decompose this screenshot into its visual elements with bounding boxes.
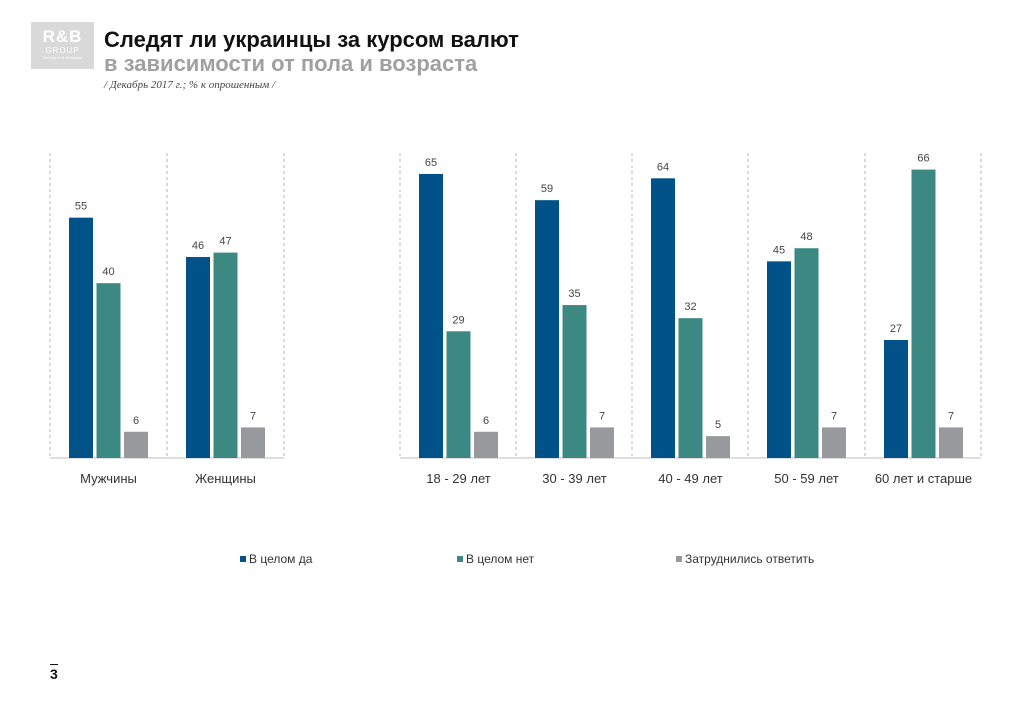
data-label-1-0: 46 xyxy=(192,240,204,252)
data-label-5-2: 7 xyxy=(831,410,837,422)
legend-label-unsure: Затруднились ответить xyxy=(685,552,815,566)
data-label-3-1: 35 xyxy=(568,288,580,300)
data-label-2-2: 6 xyxy=(483,415,489,427)
legend-item-unsure: Затруднились ответить xyxy=(676,552,814,566)
category-label-6: 60 лет и старше xyxy=(875,471,972,486)
data-label-1-1: 47 xyxy=(219,236,231,248)
legend-swatch-yes xyxy=(240,556,246,562)
page-subtitle: в зависимости от пола и возраста xyxy=(104,51,478,76)
bar-3-2 xyxy=(590,427,614,458)
bar-0-2 xyxy=(124,431,148,458)
data-label-6-1: 66 xyxy=(917,153,929,165)
legend-item-no: В целом нет xyxy=(457,552,534,566)
data-label-0-0: 55 xyxy=(75,201,87,213)
legend-item-yes: В целом да xyxy=(240,552,312,566)
company-logo: R&B GROUP Research & Branding xyxy=(31,22,94,69)
bar-4-1 xyxy=(678,318,703,458)
logo-main-text: R&B xyxy=(42,27,83,46)
bar-1-1 xyxy=(213,252,238,458)
bar-4-2 xyxy=(706,436,730,458)
category-label-0: Мужчины xyxy=(80,471,137,486)
data-label-4-1: 32 xyxy=(684,301,696,313)
data-label-3-0: 59 xyxy=(541,183,553,195)
bar-5-1 xyxy=(794,248,819,458)
legend-swatch-unsure xyxy=(676,556,682,562)
data-label-3-2: 7 xyxy=(599,410,605,422)
bar-5-0 xyxy=(767,261,791,458)
data-label-5-0: 45 xyxy=(773,244,785,256)
survey-note: / Декабрь 2017 г.; % к опрошенным / xyxy=(104,79,276,91)
data-label-0-2: 6 xyxy=(133,415,139,427)
data-label-6-2: 7 xyxy=(948,410,954,422)
data-label-2-1: 29 xyxy=(452,314,464,326)
bar-6-2 xyxy=(939,427,963,458)
bar-4-0 xyxy=(651,178,675,458)
logo-sub-text: GROUP xyxy=(45,46,80,55)
bar-0-1 xyxy=(96,283,121,458)
category-label-3: 30 - 39 лет xyxy=(542,471,606,486)
legend-label-yes: В целом да xyxy=(249,552,313,566)
logo-tagline: Research & Branding xyxy=(43,55,82,60)
bar-2-2 xyxy=(474,431,498,458)
bar-1-2 xyxy=(241,427,265,458)
page-title: Следят ли украинцы за курсом валют xyxy=(104,27,519,52)
legend-label-no: В целом нет xyxy=(466,552,535,566)
bar-1-0 xyxy=(186,256,210,458)
page-number: 3 xyxy=(50,664,58,682)
bar-0-0 xyxy=(69,217,93,458)
data-label-5-1: 48 xyxy=(800,231,812,243)
legend-swatch-no xyxy=(457,556,463,562)
data-label-2-0: 65 xyxy=(425,157,437,169)
bar-2-1 xyxy=(446,331,471,458)
category-label-4: 40 - 49 лет xyxy=(658,471,722,486)
bar-2-0 xyxy=(419,173,443,458)
bar-6-0 xyxy=(884,340,908,458)
category-label-2: 18 - 29 лет xyxy=(426,471,490,486)
bar-6-1 xyxy=(911,169,936,458)
category-label-5: 50 - 59 лет xyxy=(774,471,838,486)
data-label-4-2: 5 xyxy=(715,419,721,431)
bar-3-1 xyxy=(562,305,587,458)
data-label-0-1: 40 xyxy=(102,266,114,278)
data-label-6-0: 27 xyxy=(890,323,902,335)
category-label-1: Женщины xyxy=(195,471,256,486)
bar-3-0 xyxy=(535,200,559,459)
bar-5-2 xyxy=(822,427,846,458)
data-label-4-0: 64 xyxy=(657,161,669,173)
data-label-1-2: 7 xyxy=(250,410,256,422)
